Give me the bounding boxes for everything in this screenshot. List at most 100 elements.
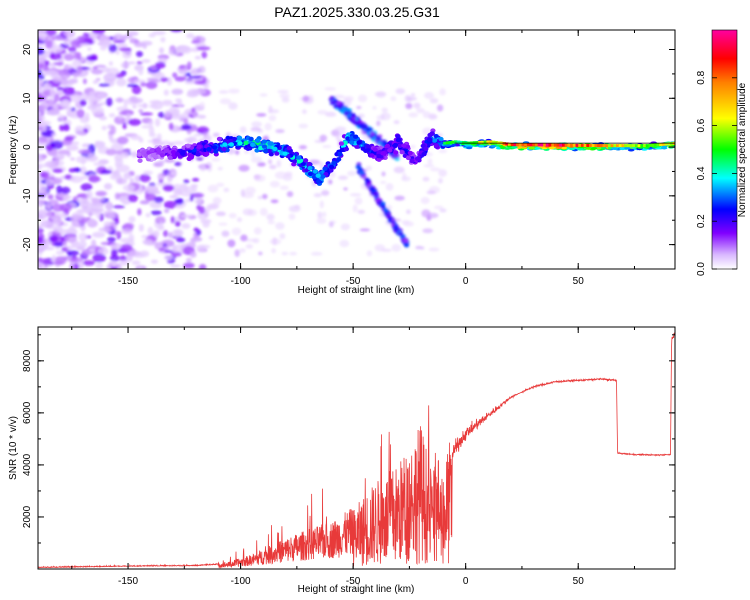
spectrogram-cell bbox=[70, 39, 84, 48]
spectrogram-cell bbox=[422, 228, 434, 234]
spectrogram-cell bbox=[136, 61, 143, 65]
spectrogram-cell bbox=[184, 80, 196, 85]
spectrogram-cell bbox=[529, 143, 534, 147]
spectrogram-cell bbox=[258, 251, 263, 256]
spectrogram-cell bbox=[390, 96, 397, 102]
spectrogram-cell bbox=[237, 141, 243, 146]
spectrogram-cell bbox=[68, 78, 78, 84]
spectrogram-cell bbox=[38, 62, 45, 70]
spectrogram-cell bbox=[157, 111, 165, 119]
spectrogram-cell bbox=[267, 220, 275, 225]
spectrogram-cell bbox=[629, 144, 634, 148]
spectrogram-cell bbox=[303, 158, 309, 163]
spectrogram-y-tick-label: -10 bbox=[22, 188, 33, 203]
spectrogram-cell bbox=[38, 56, 46, 64]
spectrogram-cell bbox=[137, 158, 143, 163]
spectrogram-cell bbox=[350, 113, 356, 118]
spectrogram-cell bbox=[55, 250, 65, 256]
spectrogram-cell bbox=[259, 207, 268, 216]
colorbar-tick-label: 0.2 bbox=[696, 214, 707, 228]
spectrogram-noise-layer bbox=[38, 30, 448, 269]
spectrogram-cell bbox=[39, 171, 50, 179]
spectrogram-cell bbox=[436, 104, 444, 112]
spectrogram-cell bbox=[279, 93, 290, 99]
spectrogram-cell bbox=[53, 62, 64, 66]
spectrogram-cell bbox=[59, 82, 74, 86]
spectrogram-cell bbox=[349, 136, 355, 141]
spectrogram-cell bbox=[64, 136, 74, 141]
spectrogram-cell bbox=[171, 244, 177, 253]
spectrogram-cell bbox=[193, 80, 207, 85]
spectrogram-cell bbox=[317, 211, 323, 219]
spectrogram-cell bbox=[343, 97, 352, 106]
spectrogram-cell bbox=[570, 143, 574, 147]
spectrogram-cell bbox=[302, 109, 307, 115]
spectrogram-cell bbox=[429, 167, 441, 172]
spectrogram-cell bbox=[347, 170, 356, 177]
spectrogram-cell bbox=[597, 144, 601, 148]
spectrogram-cell bbox=[168, 49, 180, 56]
spectrogram-y-tick-label: 10 bbox=[22, 92, 33, 104]
spectrogram-cell bbox=[275, 222, 285, 230]
snr-panel: -150 -100 -50 0 50 2000 4000 6000 8000 Height o… bbox=[8, 326, 676, 595]
spectrogram-cell bbox=[44, 160, 59, 169]
spectrogram-cell bbox=[365, 127, 371, 132]
spectrogram-cell bbox=[196, 46, 211, 51]
spectrogram-cell bbox=[281, 97, 290, 103]
spectrogram-cell bbox=[90, 208, 105, 213]
spectrogram-cell bbox=[141, 124, 154, 129]
spectrogram-cell bbox=[114, 97, 125, 103]
spectrogram-cell bbox=[254, 148, 260, 153]
spectrogram-frame bbox=[37, 29, 676, 270]
spectrogram-cell bbox=[212, 197, 222, 205]
spectrogram-cell bbox=[93, 162, 106, 167]
spectrogram-cell bbox=[105, 201, 114, 211]
spectrogram-cell bbox=[653, 143, 658, 147]
spectrogram-cell bbox=[376, 157, 382, 162]
spectrogram-cell bbox=[616, 144, 620, 148]
spectrogram-cell bbox=[354, 144, 360, 149]
spectrogram-cell bbox=[228, 142, 235, 147]
spectrogram-cell bbox=[193, 133, 203, 137]
spectrogram-cell bbox=[344, 111, 350, 116]
spectrogram-cell bbox=[173, 187, 178, 196]
spectrogram-cell bbox=[387, 216, 393, 221]
snr-x-axis-label: Height of straight line (km) bbox=[298, 584, 415, 595]
spectrogram-cell bbox=[212, 132, 220, 137]
spectrogram-cell bbox=[64, 234, 77, 243]
spectrogram-cell bbox=[48, 199, 59, 205]
colorbar: 0.0 0.2 0.4 0.6 0.8 Normalized spectral ampl… bbox=[696, 29, 748, 276]
spectrogram-cell bbox=[138, 109, 144, 114]
spectrogram-cell bbox=[394, 195, 405, 201]
spectrogram-cell bbox=[54, 256, 67, 266]
spectrogram-cell bbox=[62, 38, 70, 42]
spectrogram-cell bbox=[75, 130, 86, 136]
spectrogram-cell bbox=[126, 83, 139, 88]
spectrogram-cell bbox=[385, 183, 394, 191]
spectrogram-cell bbox=[383, 209, 389, 214]
spectrogram-cell bbox=[228, 88, 240, 94]
spectrogram-cell bbox=[607, 144, 612, 148]
colorbar-tick-label: 0.6 bbox=[696, 118, 707, 132]
spectrogram-cell bbox=[366, 131, 372, 136]
spectrogram-cell bbox=[567, 143, 571, 147]
spectrogram-cell bbox=[240, 189, 246, 197]
spectrogram-cell bbox=[651, 143, 655, 147]
spectrogram-cell bbox=[266, 213, 275, 221]
spectrogram-cell bbox=[142, 239, 153, 245]
spectrogram-cell bbox=[475, 141, 480, 145]
spectrogram-cell bbox=[95, 262, 103, 269]
spectrogram-cell bbox=[387, 148, 393, 153]
spectrogram-cell bbox=[349, 140, 355, 145]
spectrogram-cell bbox=[119, 243, 133, 251]
spectrogram-cell bbox=[343, 146, 350, 152]
spectrogram-cell bbox=[250, 149, 256, 158]
spectrogram-cell bbox=[117, 115, 124, 119]
spectrogram-cell bbox=[189, 239, 196, 248]
spectrogram-cell bbox=[661, 142, 666, 146]
spectrogram-cell bbox=[279, 233, 286, 240]
spectrogram-cell bbox=[41, 72, 49, 76]
spectrogram-cell bbox=[212, 145, 218, 150]
spectrogram-cell bbox=[664, 142, 669, 146]
spectrogram-cell bbox=[401, 143, 407, 148]
